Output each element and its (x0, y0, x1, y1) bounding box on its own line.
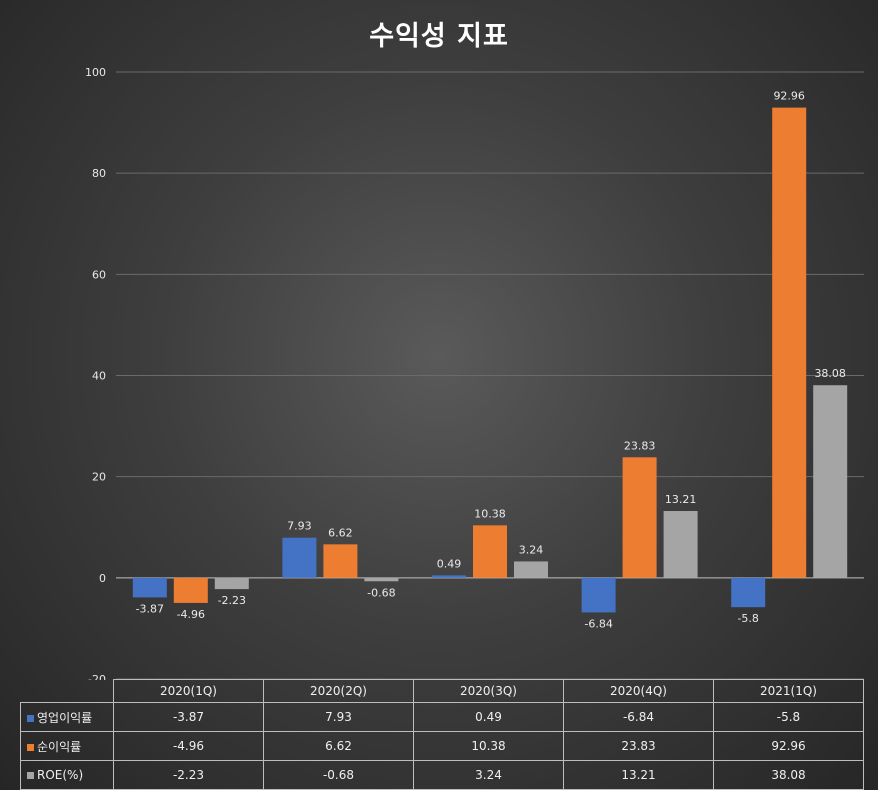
series-legend-cell: 영업이익률 (20, 702, 114, 732)
bar (282, 537, 317, 578)
data-label: 23.83 (624, 439, 656, 452)
y-tick-label: 0 (99, 572, 106, 585)
table-cell: 0.49 (413, 702, 564, 732)
bar (663, 511, 698, 578)
table-row: 순이익률 -4.96 6.62 10.38 23.83 92.96 (20, 731, 864, 761)
bar (323, 544, 358, 578)
chart-title: 수익성 지표 (369, 21, 509, 52)
category-header: 2020(4Q) (563, 679, 714, 703)
data-label: -5.8 (737, 612, 758, 625)
table-cell: -3.87 (113, 702, 264, 732)
y-tick-label: 40 (92, 370, 106, 383)
category-header: 2021(1Q) (713, 679, 864, 703)
table-cell: -5.8 (713, 702, 864, 732)
data-label: -3.87 (136, 602, 164, 615)
legend-swatch (27, 714, 34, 722)
table-cell: 92.96 (713, 731, 864, 761)
table-cell: -6.84 (563, 702, 714, 732)
bar (364, 577, 399, 582)
data-label: 3.24 (519, 543, 544, 556)
bar (214, 577, 249, 590)
data-label: 6.62 (328, 526, 353, 539)
bar (173, 577, 208, 603)
category-header: 2020(3Q) (413, 679, 564, 703)
bar (581, 577, 616, 613)
table-cell: -4.96 (113, 731, 264, 761)
data-label: 10.38 (474, 507, 506, 520)
data-table-header: 2020(1Q) 2020(2Q) 2020(3Q) 2020(4Q) 2021(1Q) (20, 679, 864, 703)
bar (731, 577, 766, 608)
data-label: -2.23 (218, 594, 246, 607)
data-label: -4.96 (177, 608, 205, 621)
bar (473, 525, 507, 578)
data-label: 92.96 (773, 90, 805, 103)
legend-swatch (27, 743, 34, 751)
series-name: 영업이익률 (37, 710, 93, 725)
data-table-corner (20, 679, 114, 703)
bar (622, 457, 657, 578)
table-cell: -0.68 (263, 760, 414, 790)
table-row: ROE(%) -2.23 -0.68 3.24 13.21 38.08 (20, 760, 864, 790)
table-cell: 38.08 (713, 760, 864, 790)
series-name: 순이익률 (37, 739, 82, 754)
y-tick-label: 20 (92, 471, 106, 484)
bar (772, 107, 807, 578)
data-label: 38.08 (814, 367, 846, 380)
series-legend-cell: 순이익률 (20, 731, 114, 761)
category-header: 2020(2Q) (263, 679, 414, 703)
table-cell: 3.24 (413, 760, 564, 790)
table-cell: 6.62 (263, 731, 414, 761)
data-label: -6.84 (584, 617, 612, 630)
y-tick-label: 80 (92, 167, 106, 180)
table-cell: 13.21 (563, 760, 714, 790)
data-table: 2020(1Q) 2020(2Q) 2020(3Q) 2020(4Q) 2021(1Q)… (20, 679, 864, 790)
table-cell: 10.38 (413, 731, 564, 761)
table-cell: 23.83 (563, 731, 714, 761)
table-row: 영업이익률 -3.87 7.93 0.49 -6.84 -5.8 (20, 702, 864, 732)
y-tick-label: 60 (92, 268, 106, 281)
legend-swatch (27, 772, 34, 779)
bar-chart: -20 0 20 40 60 80 100 -3.87 -4.96 -2.23 7.93 6.62 -… (85, 66, 864, 680)
data-label: 0.49 (437, 557, 462, 570)
data-label: 7.93 (287, 520, 312, 533)
bar (813, 385, 848, 578)
data-label: 13.21 (665, 493, 697, 506)
y-tick-label: 100 (85, 66, 106, 79)
bar (514, 561, 548, 578)
table-cell: -2.23 (113, 760, 264, 790)
table-cell: 7.93 (263, 702, 414, 732)
y-tick-label: -20 (88, 673, 106, 680)
category-header: 2020(1Q) (113, 679, 264, 703)
bar (132, 577, 167, 598)
bar (432, 575, 466, 578)
series-name: ROE(%) (37, 768, 84, 782)
data-label: -0.68 (367, 586, 395, 599)
series-legend-cell: ROE(%) (20, 760, 114, 790)
